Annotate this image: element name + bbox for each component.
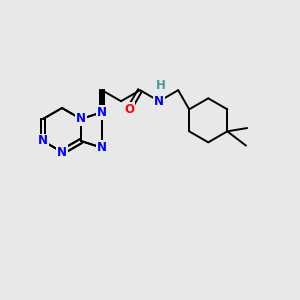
Text: H: H [156, 79, 166, 92]
Text: N: N [38, 134, 48, 148]
Text: N: N [97, 141, 107, 154]
Text: O: O [124, 103, 134, 116]
Text: N: N [76, 112, 86, 125]
Text: N: N [57, 146, 67, 158]
Text: N: N [76, 112, 86, 125]
Text: N: N [38, 134, 48, 148]
Text: N: N [97, 106, 107, 119]
Text: N: N [97, 141, 107, 154]
Text: N: N [97, 106, 107, 119]
Text: N: N [154, 95, 164, 108]
